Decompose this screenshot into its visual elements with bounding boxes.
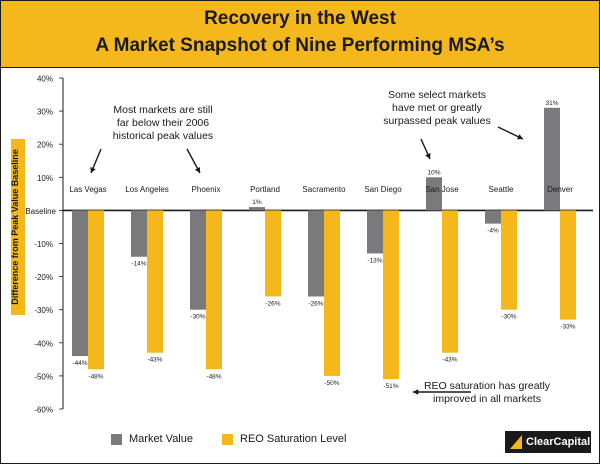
bar-market-value [131,210,147,257]
data-label: -26% [265,300,280,307]
bar-reo-saturation [88,210,104,370]
data-label: 31% [545,100,558,107]
bar-reo-saturation [442,210,458,353]
bar-reo-saturation [324,210,340,376]
bar-reo-saturation [265,210,281,297]
data-label: -48% [206,373,221,380]
category-label: Sacramento [302,185,346,194]
bar-reo-saturation [560,210,576,320]
chart-title: Recovery in the West [204,8,396,29]
bar-market-value [544,107,560,211]
data-label: -4% [487,228,499,235]
legend-label-reo: REO Saturation Level [240,433,347,445]
y-axis-label-box [11,139,25,315]
bar-market-value [72,210,88,357]
arrow-to-reo-bars-head [413,389,419,395]
bar-market-value [190,210,206,310]
bar-market-value [426,177,442,211]
category-label: Las Vegas [69,185,106,194]
legend-label-market: Market Value [129,433,193,445]
y-tick-label: 30% [37,108,53,117]
category-label: Los Angeles [125,185,169,194]
bar-reo-saturation [383,210,399,380]
data-label: -44% [72,360,87,367]
arrow-to-san-jose-head [425,153,431,159]
category-label: Phoenix [192,185,221,194]
y-tick-label: 10% [37,174,53,183]
title-banner: Recovery in the West A Market Snapshot o… [1,1,599,68]
annotation-right: Some select markets have met or greatly su… [383,89,490,127]
y-tick-label: 40% [37,75,53,84]
bar-reo-saturation [147,210,163,353]
clearcapital-logo: ClearCapital [505,431,591,453]
logo-mark-icon [509,434,523,450]
legend-item-reo: REO Saturation Level [222,433,346,445]
arrow-to-denver-head [517,134,523,140]
y-tick-label: Baseline [25,207,56,216]
arrow-to-phoenix-head [194,167,201,173]
y-tick-label: 20% [37,141,53,150]
legend-swatch-reo [222,433,233,445]
arrow-to-las-vegas-head [90,167,96,173]
bar-reo-saturation [501,210,517,310]
data-label: -13% [367,257,382,264]
chart-subtitle: A Market Snapshot of Nine Performing MSA… [95,35,505,56]
legend-item-market-value: Market Value [111,433,193,445]
data-label: -48% [88,373,103,380]
data-label: -30% [190,314,205,321]
data-label: -26% [308,300,323,307]
data-label: -43% [147,357,162,364]
annotation-left: Most markets are still far below their 20… [113,104,213,142]
data-label: -50% [324,380,339,387]
data-label: -51% [383,383,398,390]
category-label: Denver [547,185,573,194]
category-label: San Jose [425,185,459,194]
y-tick-label: -30% [34,306,53,315]
data-label: -33% [560,324,575,331]
bar-market-value [485,210,501,224]
bar-market-value [308,210,324,297]
data-label: 1% [252,199,262,206]
category-label: Portland [250,185,280,194]
annotation-bottom: REO saturation has greatly improved in al… [424,380,551,405]
y-tick-label: -40% [34,339,53,348]
y-tick-label: -60% [34,406,53,415]
category-label: San Diego [364,185,402,194]
category-label: Seattle [489,185,514,194]
bar-market-value [367,210,383,254]
legend-swatch-market [111,433,122,445]
data-label: -43% [442,357,457,364]
data-label: -30% [501,314,516,321]
data-label: -14% [131,261,146,268]
bar-market-value [249,207,265,211]
y-axis-title: Difference from Peak Value Baseline [10,149,20,305]
y-tick-label: -50% [34,372,53,381]
logo-text: ClearCapital [526,436,591,448]
data-label: 10% [427,169,440,176]
y-tick-label: -10% [34,240,53,249]
bar-reo-saturation [206,210,222,370]
y-tick-label: -20% [34,273,53,282]
